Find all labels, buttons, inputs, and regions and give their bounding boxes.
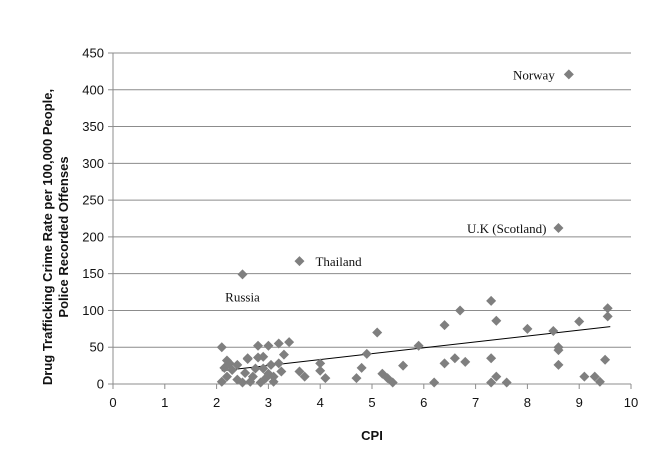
y-axis-title-line-1: Drug Trafficking Crime Rate per 100,000 … <box>40 89 55 385</box>
data-point <box>460 356 471 367</box>
x-tick-label: 9 <box>576 395 583 410</box>
data-point <box>250 363 261 374</box>
data-point <box>351 373 362 384</box>
data-point <box>237 377 248 388</box>
data-point <box>589 371 600 382</box>
data-point <box>253 340 264 351</box>
data-point <box>574 316 585 327</box>
data-point <box>387 377 398 388</box>
data-point <box>486 353 497 364</box>
x-tick-label: 1 <box>161 395 168 410</box>
x-tick-label: 7 <box>472 395 479 410</box>
y-tick-label: 150 <box>82 266 104 281</box>
data-point <box>439 358 450 369</box>
x-tick-label: 6 <box>420 395 427 410</box>
data-point <box>429 377 440 388</box>
y-tick-labels: 0 50 100 150 200 250 300 350 400 450 <box>82 46 104 392</box>
data-point <box>232 359 243 370</box>
y-tick-label: 50 <box>90 340 104 355</box>
data-point <box>455 305 466 316</box>
data-point-norway <box>563 69 574 80</box>
y-tick-label: 200 <box>82 229 104 244</box>
x-tick-label: 3 <box>265 395 272 410</box>
data-point <box>273 358 284 369</box>
x-tick-label: 10 <box>624 395 638 410</box>
data-point <box>579 371 590 382</box>
y-tick-label: 250 <box>82 193 104 208</box>
data-point <box>491 371 502 382</box>
data-point <box>413 340 424 351</box>
data-point <box>247 371 258 382</box>
data-point <box>553 359 564 370</box>
annotation-norway: Norway <box>513 67 555 82</box>
data-point <box>491 315 502 326</box>
y-tick-label: 300 <box>82 156 104 171</box>
data-point <box>602 303 613 314</box>
axes <box>108 52 632 389</box>
y-tick-label: 450 <box>82 46 104 61</box>
data-point <box>486 377 497 388</box>
x-tick-label: 0 <box>109 395 116 410</box>
data-point <box>315 365 326 376</box>
data-point <box>602 311 613 322</box>
data-point <box>439 320 450 331</box>
data-point <box>594 376 605 387</box>
data-point <box>240 367 251 378</box>
data-point-u-k-scotland <box>553 223 564 234</box>
data-point <box>501 377 512 388</box>
data-point <box>553 345 564 356</box>
y-tick-label: 400 <box>82 82 104 97</box>
data-point <box>273 338 284 349</box>
point-annotations: Norway U.K (Scotland) Thailand Russia <box>225 67 555 304</box>
x-tick-label: 5 <box>368 395 375 410</box>
data-point <box>276 366 287 377</box>
data-point <box>315 358 326 369</box>
data-point <box>216 342 227 353</box>
data-point <box>449 353 460 364</box>
x-tick-label: 8 <box>524 395 531 410</box>
gridlines <box>113 52 631 348</box>
data-point <box>548 326 559 337</box>
data-point-russia <box>237 269 248 280</box>
y-axis-title-line-2: Police Recorded Offenses <box>56 156 71 317</box>
data-point <box>216 376 227 387</box>
y-tick-label: 100 <box>82 303 104 318</box>
y-tick-label: 350 <box>82 119 104 134</box>
data-point <box>268 376 279 387</box>
annotation-thailand: Thailand <box>315 254 362 269</box>
x-axis-title: CPI <box>361 428 383 443</box>
data-point <box>398 360 409 371</box>
data-point <box>361 348 372 359</box>
x-tick-label: 4 <box>317 395 324 410</box>
x-tick-label: 2 <box>213 395 220 410</box>
y-tick-label: 0 <box>97 377 104 392</box>
data-point <box>265 359 276 370</box>
data-point <box>372 327 383 338</box>
annotation-u-k-scotland: U.K (Scotland) <box>467 221 546 236</box>
trendline <box>221 326 611 372</box>
data-point <box>258 351 269 362</box>
data-point <box>299 371 310 382</box>
data-point <box>263 340 274 351</box>
y-axis-title: Drug Trafficking Crime Rate per 100,000 … <box>40 89 71 385</box>
annotation-russia: Russia <box>225 289 260 304</box>
x-tick-labels: 0 1 2 3 4 5 6 7 8 9 10 <box>109 395 638 410</box>
data-point <box>227 365 238 376</box>
data-point <box>356 362 367 373</box>
data-point <box>278 349 289 360</box>
data-point <box>242 353 253 364</box>
data-point <box>284 337 295 348</box>
data-point <box>486 295 497 306</box>
data-point <box>221 371 232 382</box>
data-point <box>320 373 331 384</box>
data-points <box>216 69 613 388</box>
data-point <box>294 366 305 377</box>
data-point <box>268 371 279 382</box>
data-point <box>522 323 533 334</box>
data-point <box>258 363 269 374</box>
data-point-thailand <box>294 256 305 267</box>
data-point <box>600 354 611 365</box>
